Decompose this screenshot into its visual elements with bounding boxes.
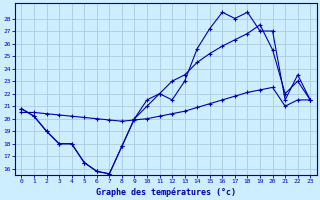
X-axis label: Graphe des températures (°c): Graphe des températures (°c) (96, 187, 236, 197)
